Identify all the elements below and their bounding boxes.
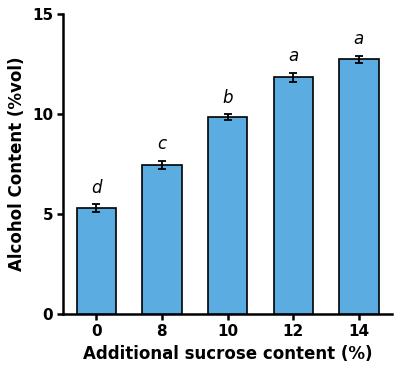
Text: c: c [157, 135, 166, 154]
Y-axis label: Alcohol Content (%vol): Alcohol Content (%vol) [8, 57, 26, 271]
Bar [208, 117, 247, 314]
Text: a: a [288, 47, 298, 65]
Bar [339, 59, 378, 314]
X-axis label: Additional sucrose content (%): Additional sucrose content (%) [83, 345, 372, 363]
Text: a: a [354, 30, 364, 48]
Text: b: b [222, 89, 233, 106]
Bar [274, 77, 313, 314]
Bar [142, 165, 182, 314]
Text: d: d [91, 179, 102, 197]
Bar [76, 208, 116, 314]
